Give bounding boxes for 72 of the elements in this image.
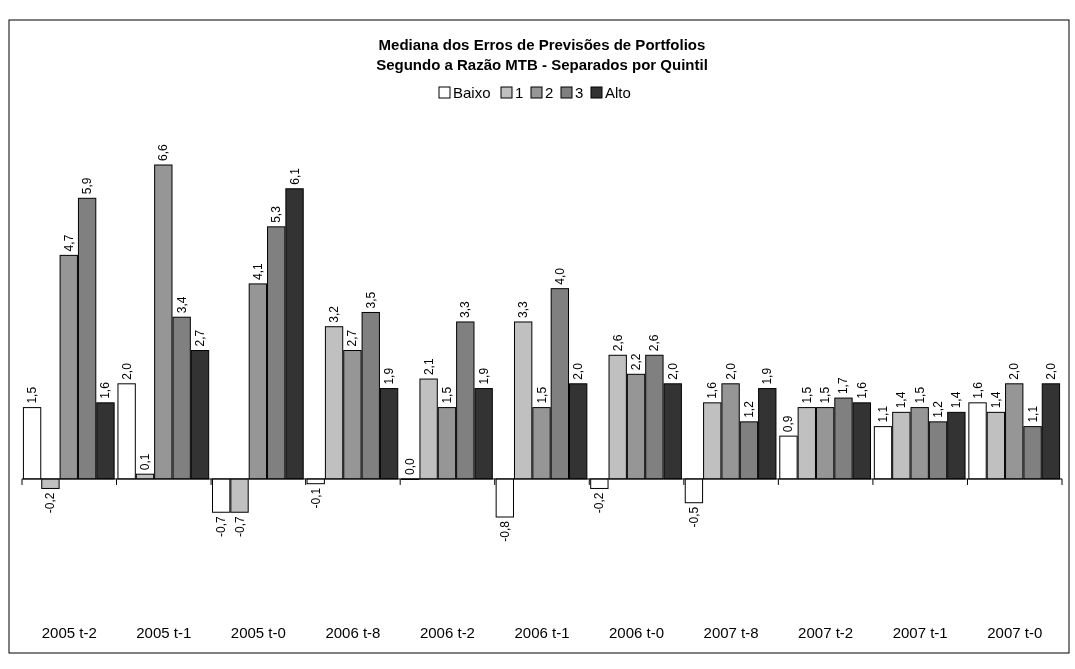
data-label: 0,1 [137,453,152,471]
data-label: 1,5 [818,386,833,404]
data-label: 1,6 [98,381,113,399]
legend-label: 3 [575,84,584,101]
data-label: 2,0 [665,362,680,380]
data-label: 1,5 [799,386,814,404]
data-label: 1,5 [25,386,40,404]
data-label: 1,5 [534,386,549,404]
data-label: 2,2 [629,353,644,371]
data-label: 1,7 [836,377,851,395]
data-label: 4,7 [61,234,76,252]
data-label: 1,4 [894,391,909,409]
x-tick-label: 2007 t-8 [703,624,759,641]
data-label: 6,6 [156,143,171,161]
chart-title: Mediana dos Erros de Previsões de Portfolios Segundo a Razão MTB - Separados por Quintil [376,36,708,73]
data-label: 2,7 [345,329,360,347]
data-label: 4,0 [552,267,567,285]
data-label: 1,6 [854,381,869,399]
data-label: 5,3 [269,205,284,223]
data-label: 3,4 [174,296,189,314]
data-label: 3,2 [327,305,342,323]
x-tick-label: 2007 t-2 [798,624,854,641]
legend-label: Baixo [453,84,491,101]
data-label: -0,7 [232,515,247,537]
data-label: -0,2 [592,492,607,514]
data-label: 2,0 [723,362,738,380]
data-label: 0,0 [403,457,418,475]
data-label: 2,0 [119,362,134,380]
legend-label: 2 [545,84,554,101]
x-tick-label: 2005 t-0 [230,624,286,641]
data-label: 3,3 [458,300,473,318]
data-label: 1,4 [988,391,1003,409]
data-label: 1,1 [876,405,890,423]
data-label: 1,2 [741,400,756,418]
x-tick-label: 2007 t-1 [892,624,948,641]
data-label: 2,1 [421,358,436,376]
x-tick-label: 2006 t-1 [514,624,570,641]
data-label: 2,0 [571,362,586,380]
data-label: 3,5 [363,291,378,309]
data-label: 2,7 [193,329,207,347]
data-label: 1,4 [949,391,964,409]
data-label: -0,8 [497,520,512,542]
data-label: 2,6 [610,334,625,352]
data-label: 1,6 [705,381,720,399]
data-label: 1,2 [931,400,946,418]
data-label: 3,3 [516,300,531,318]
data-label: 1,5 [439,386,454,404]
data-label: 2,0 [1043,362,1058,380]
data-label: 4,1 [250,262,265,280]
data-label: 2,6 [647,334,662,352]
data-label: 5,9 [80,177,95,195]
x-tick-label: 2006 t-2 [419,624,475,641]
legend-label: 1 [515,84,524,101]
data-label: 0,9 [781,415,796,433]
data-label: 1,9 [382,367,397,385]
data-label: -0,5 [686,506,701,528]
data-label: 1,9 [760,367,775,385]
data-label: 6,1 [287,167,302,185]
x-tick-label: 2006 t-8 [325,624,381,641]
x-tick-label: 2005 t-1 [136,624,192,641]
x-tick-label: 2006 t-0 [609,624,665,641]
x-tick-label: 2005 t-2 [41,624,97,641]
data-label: -0,1 [308,487,323,509]
data-label: 1,1 [1025,405,1040,423]
data-label: 1,6 [970,381,985,399]
legend-label: Alto [605,84,631,101]
data-label: 1,9 [476,367,491,385]
data-label: 2,0 [1007,362,1022,380]
data-label: -0,7 [214,515,229,537]
data-label: -0,2 [43,492,58,514]
x-tick-label: 2007 t-0 [987,624,1043,641]
data-label: 1,5 [912,386,927,404]
